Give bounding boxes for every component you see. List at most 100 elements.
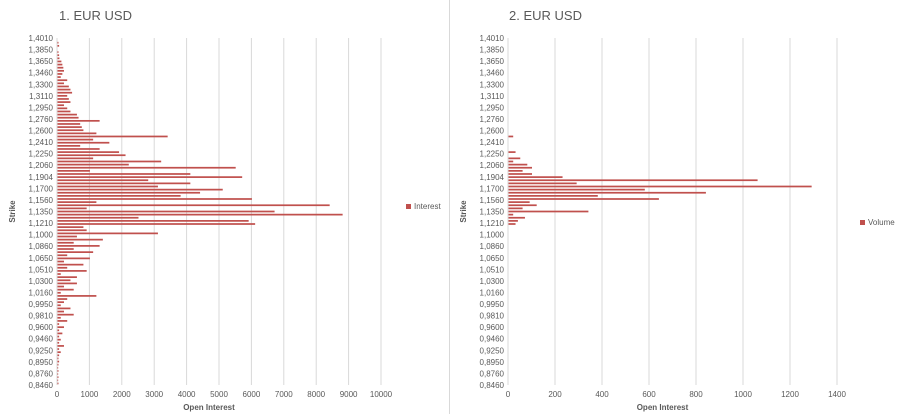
- bar: [57, 376, 59, 379]
- bar: [57, 204, 330, 207]
- bar: [57, 57, 60, 60]
- bar: [57, 373, 59, 375]
- bar: [57, 185, 158, 188]
- bar: [57, 248, 74, 250]
- bar: [508, 182, 577, 185]
- bar: [57, 229, 87, 232]
- bar: [508, 198, 659, 200]
- x-tick-label: 800: [689, 390, 703, 399]
- bar: [57, 51, 59, 53]
- bar: [57, 207, 87, 210]
- x-tick-label: 1000: [734, 390, 752, 399]
- bar: [57, 313, 74, 316]
- chart-panel-volume: 2. EUR USD 0 200 400 600 800 1000 1200 1400 1,40…: [451, 0, 900, 414]
- bar: [508, 176, 563, 178]
- bar: [508, 185, 812, 188]
- y-tick-label: 1,0650: [29, 254, 54, 263]
- x-tick-label: 0: [506, 390, 511, 399]
- bar: [57, 241, 74, 244]
- y-tick-label: 0,8760: [29, 369, 54, 378]
- bar: [508, 210, 589, 213]
- bar: [57, 144, 81, 147]
- y-tick-label: 1,2600: [480, 127, 505, 136]
- bar: [57, 270, 87, 272]
- y-tick-label: 0,9950: [29, 300, 54, 309]
- bar: [57, 254, 68, 257]
- bar: [508, 201, 530, 203]
- y-tick-label: 0,9250: [29, 346, 54, 355]
- bar: [57, 160, 162, 163]
- bar: [57, 329, 60, 332]
- x-axis-title: Open Interest: [637, 403, 689, 412]
- y-tick-label: 1,0510: [29, 265, 54, 274]
- x-tick-label: 5000: [210, 390, 228, 399]
- y-tick-label: 1,3300: [480, 80, 505, 89]
- bar: [508, 220, 518, 222]
- bar: [508, 195, 598, 197]
- x-tick-label: 6000: [243, 390, 261, 399]
- bar: [57, 73, 63, 75]
- bar: [508, 213, 514, 216]
- bar: [508, 166, 532, 169]
- bar: [57, 220, 249, 222]
- y-tick-label: 1,2760: [480, 115, 505, 124]
- y-tick-label: 0,8760: [480, 369, 505, 378]
- y-tick-label: 1,3110: [29, 92, 53, 101]
- bar: [57, 188, 223, 191]
- bar: [57, 216, 139, 219]
- bar: [508, 160, 514, 163]
- bar: [57, 260, 64, 263]
- bar: [57, 273, 61, 275]
- bar: [57, 251, 94, 253]
- bar: [57, 179, 149, 182]
- y-tick-label: 1,3300: [29, 80, 54, 89]
- bar: [57, 60, 62, 63]
- y-tick-label: 1,3460: [480, 69, 505, 78]
- bar: [57, 226, 84, 228]
- bar: [57, 76, 61, 78]
- x-tick-label: 1200: [781, 390, 799, 399]
- bar: [57, 98, 69, 100]
- bar: [57, 304, 61, 307]
- bar: [57, 104, 64, 107]
- bar: [57, 157, 94, 160]
- bar: [508, 151, 516, 153]
- y-tick-label: 1,0160: [480, 288, 505, 297]
- bar: [57, 176, 243, 178]
- bar: [57, 191, 201, 194]
- bar: [57, 245, 100, 247]
- bar: [57, 307, 71, 310]
- bar: [57, 69, 64, 72]
- bar: [57, 44, 60, 47]
- y-tick-label: 1,2410: [480, 138, 505, 147]
- bar: [57, 110, 71, 113]
- y-tick-label: 0,9810: [480, 312, 505, 321]
- bar: [57, 119, 100, 122]
- y-tick-label: 1,2060: [480, 161, 505, 170]
- bar: [57, 295, 97, 297]
- y-tick-label: 1,1560: [480, 196, 505, 205]
- bar: [57, 354, 60, 357]
- bar: [57, 182, 191, 185]
- bar: [57, 366, 59, 369]
- bar: [57, 101, 71, 103]
- bar: [57, 335, 60, 338]
- legend-swatch: [406, 204, 411, 209]
- y-tick-label: 0,8460: [480, 381, 505, 390]
- y-tick-label: 1,0650: [480, 254, 505, 263]
- bar: [57, 257, 90, 260]
- y-tick-label: 1,4010: [480, 34, 505, 43]
- bar: [57, 107, 68, 110]
- y-tick-label: 1,3850: [480, 46, 505, 55]
- bar: [57, 348, 60, 350]
- bar: [57, 320, 68, 322]
- bar: [508, 163, 528, 166]
- bar: [508, 135, 514, 138]
- bar: [57, 288, 74, 291]
- bar: [57, 88, 71, 91]
- bar: [57, 94, 68, 97]
- y-tick-label: 1,2950: [480, 103, 505, 112]
- bar: [508, 157, 521, 160]
- bar: [57, 195, 181, 197]
- bar: [57, 223, 256, 225]
